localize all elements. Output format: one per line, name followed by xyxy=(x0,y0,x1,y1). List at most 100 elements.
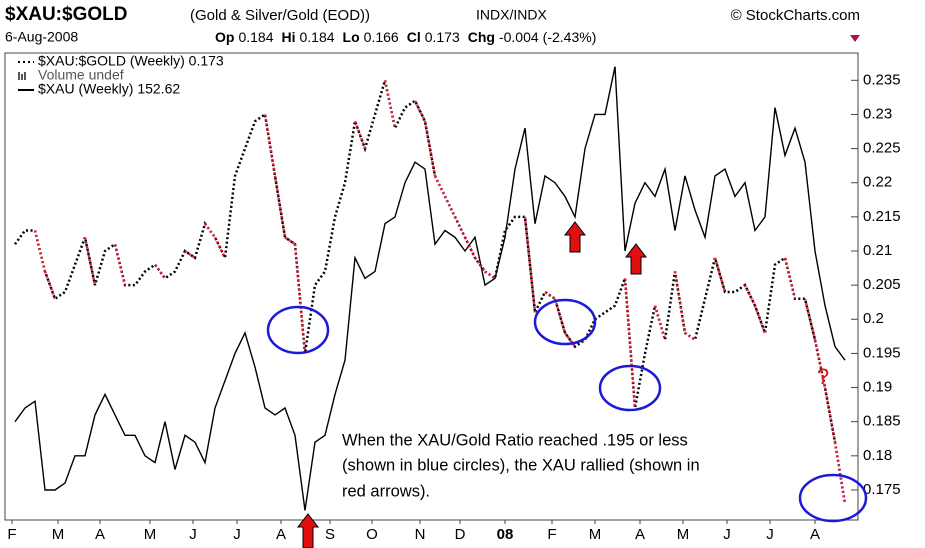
date: 6-Aug-2008 xyxy=(5,29,78,45)
quote-label: Cl xyxy=(407,29,421,45)
circle xyxy=(533,298,597,346)
legend-key xyxy=(21,74,23,80)
down-segment xyxy=(293,244,307,354)
annotation: (shown in blue circles), the XAU rallied… xyxy=(342,456,700,474)
arrows xyxy=(296,221,648,548)
x-tick-label: M xyxy=(144,526,157,543)
change-marker xyxy=(850,35,860,42)
x-tick-label: S xyxy=(325,526,335,543)
down-segment xyxy=(623,278,637,409)
legend-label: $XAU (Weekly) 152.62 xyxy=(38,81,180,97)
quote-label: Lo xyxy=(343,29,360,45)
legend-key xyxy=(24,72,26,80)
down-segment xyxy=(184,249,196,259)
annotation: red arrows). xyxy=(342,482,430,500)
down-segment xyxy=(33,230,47,272)
down-segment xyxy=(713,257,727,293)
down-segment xyxy=(743,284,757,307)
down-segment xyxy=(43,271,57,300)
y-tick-label: 0.195 xyxy=(863,344,901,361)
down-segment xyxy=(753,305,767,334)
arrow xyxy=(563,221,587,253)
chart-title: $XAU:$GOLD xyxy=(5,4,127,25)
quote-value: 0.184 xyxy=(300,29,335,45)
circle xyxy=(266,305,330,355)
quote: Op 0.184 Hi 0.184 Lo 0.166 Cl 0.173 Chg -0.004 (-2… xyxy=(215,29,860,45)
y-tick-label: 0.18 xyxy=(863,447,892,464)
down-segment xyxy=(463,236,477,259)
down-segment xyxy=(473,257,487,273)
x-tick-label: A xyxy=(276,526,286,543)
x-tick-label: F xyxy=(7,526,16,543)
down-segment xyxy=(833,441,847,504)
y-tick-label: 0.22 xyxy=(863,174,892,191)
down-segment xyxy=(263,114,277,177)
down-segment xyxy=(213,236,227,259)
down-segment xyxy=(273,175,287,238)
y-tick-label: 0.205 xyxy=(863,276,901,293)
down-segment xyxy=(83,237,97,286)
x-tick-label: M xyxy=(589,526,602,543)
y-tick-label: 0.215 xyxy=(863,208,901,225)
y-tick-label: 0.19 xyxy=(863,379,892,396)
down-segment xyxy=(443,195,457,218)
down-segment xyxy=(413,100,427,122)
x-tick-label: N xyxy=(415,526,426,543)
legend-label: Volume undef xyxy=(38,67,124,83)
series-line xyxy=(14,66,846,511)
quote-label: Op xyxy=(215,29,234,45)
down-segment xyxy=(544,290,556,300)
quote-value: -0.004 xyxy=(499,29,539,45)
y-tick-label: 0.21 xyxy=(863,242,892,259)
x-tick-label: D xyxy=(455,526,466,543)
x-tick-label: J xyxy=(723,526,731,543)
x-tick-label: M xyxy=(677,526,690,543)
highlight-circles xyxy=(266,298,868,523)
down-segment xyxy=(433,175,447,197)
legend-key xyxy=(18,72,20,80)
quote-label: Chg xyxy=(468,29,495,45)
x-tick-label: J xyxy=(189,526,197,543)
quote-label: Hi xyxy=(282,29,296,45)
down-segment xyxy=(423,121,437,177)
down-segment xyxy=(553,298,567,334)
plot: 0.175 0.18 0.185 0.19 0.195 0.2 0.205 0.21 0.215… xyxy=(7,66,901,543)
down-segment xyxy=(684,331,696,341)
plot-frame xyxy=(4,52,859,521)
down-segment xyxy=(484,270,496,280)
annotation: When the XAU/Gold Ratio reached .195 or … xyxy=(342,431,688,449)
y-tick-label: 0.23 xyxy=(863,105,892,122)
quote-value: 0.184 xyxy=(238,29,273,45)
y-tick-label: 0.225 xyxy=(863,140,901,157)
arrow xyxy=(624,243,648,275)
down-segment xyxy=(353,120,367,150)
down-segment xyxy=(813,339,827,388)
x-tick-label: O xyxy=(366,526,378,543)
down-segment xyxy=(823,387,837,443)
down-segment xyxy=(383,80,397,129)
down-segment xyxy=(153,263,167,280)
x-tick-label: 08 xyxy=(497,526,514,543)
down-segment xyxy=(113,243,127,286)
circle xyxy=(598,364,662,412)
y-tick-label: 0.2 xyxy=(863,310,884,327)
question-mark: ? xyxy=(817,364,829,389)
down-segment xyxy=(783,257,797,300)
source: © StockCharts.com xyxy=(731,7,860,24)
y-tick-label: 0.235 xyxy=(863,71,901,88)
y-tick-label: 0.185 xyxy=(863,413,901,430)
x-tick-label: F xyxy=(547,526,556,543)
down-segment xyxy=(453,216,467,238)
quote-detail: (-2.43%) xyxy=(543,29,597,45)
down-segment xyxy=(673,271,687,334)
y-tick-label: 0.175 xyxy=(863,481,901,498)
x-tick-label: J xyxy=(766,526,774,543)
quote-value: 0.166 xyxy=(364,29,399,45)
exchange: INDX/INDX xyxy=(476,7,547,23)
chart-subtitle: (Gold & Silver/Gold (EOD)) xyxy=(190,7,370,24)
circle xyxy=(798,473,868,523)
down-segment xyxy=(284,236,296,246)
down-segment xyxy=(653,305,667,341)
